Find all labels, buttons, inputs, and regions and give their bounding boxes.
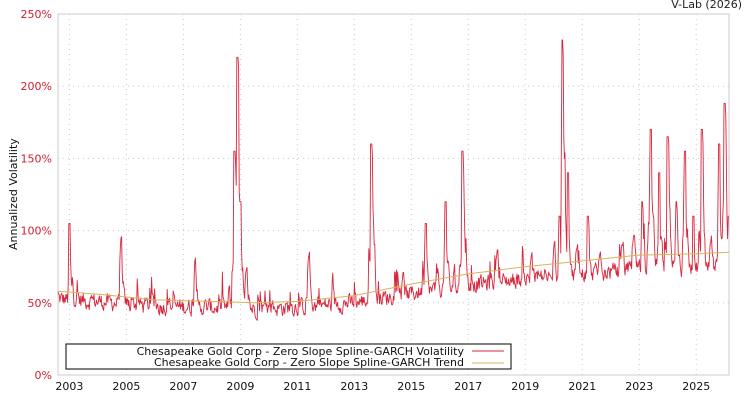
x-tick-label: 2023: [625, 380, 653, 393]
y-tick-label: 250%: [21, 8, 52, 21]
legend-label-trend: Chesapeake Gold Corp - Zero Slope Spline…: [154, 356, 464, 369]
x-tick-label: 2025: [682, 380, 710, 393]
legend-label-volatility: Chesapeake Gold Corp - Zero Slope Spline…: [137, 345, 465, 358]
y-tick-label: 0%: [35, 369, 52, 382]
y-tick-label: 50%: [28, 297, 52, 310]
x-tick-label: 2021: [568, 380, 596, 393]
x-tick-label: 2005: [112, 380, 140, 393]
x-tick-label: 2007: [169, 380, 197, 393]
y-tick-label: 150%: [21, 152, 52, 165]
y-tick-label: 200%: [21, 80, 52, 93]
vlab-credit: V-Lab (2026): [671, 0, 742, 11]
y-axis-label: Annualized Volatility: [7, 138, 20, 250]
x-tick-label: 2013: [340, 380, 368, 393]
legend: Chesapeake Gold Corp - Zero Slope Spline…: [65, 343, 512, 370]
x-tick-label: 2015: [397, 380, 425, 393]
x-axis-ticks: 2003 2005 2007 2009 2011 2013 2015 2017 2019 2021…: [55, 380, 710, 393]
x-tick-label: 2019: [511, 380, 539, 393]
volatility-line: [57, 39, 729, 321]
trend-line: [57, 251, 730, 304]
plot-frame: [57, 13, 730, 376]
x-tick-label: 2017: [454, 380, 482, 393]
legend-box: [65, 343, 512, 370]
x-tick-label: 2009: [226, 380, 254, 393]
x-tick-label: 2011: [283, 380, 311, 393]
y-tick-label: 100%: [21, 225, 52, 238]
grid-lines: [58, 14, 729, 375]
y-axis-ticks: 0% 50% 100% 150% 200% 250%: [21, 8, 52, 382]
x-tick-label: 2003: [55, 380, 83, 393]
